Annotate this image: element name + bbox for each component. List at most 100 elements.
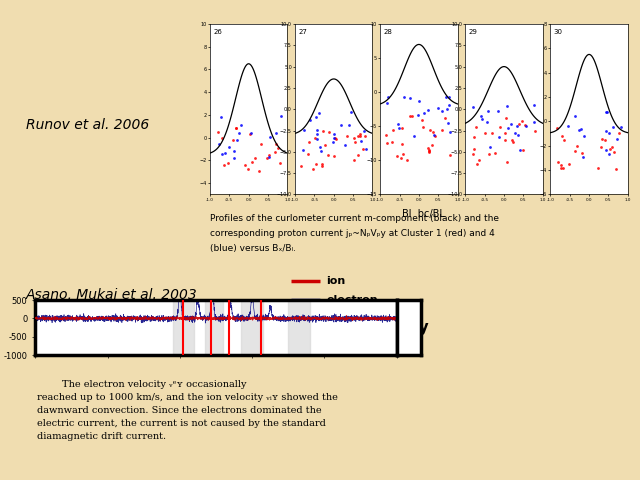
Point <box>254 167 264 175</box>
Point <box>216 150 227 158</box>
Point <box>355 137 365 145</box>
Text: Vy: Vy <box>408 320 430 335</box>
Point <box>474 156 484 164</box>
Point <box>298 146 308 154</box>
Point <box>572 142 582 150</box>
Point <box>597 135 607 143</box>
Point <box>509 129 520 136</box>
Point <box>264 154 274 161</box>
Point <box>437 107 447 115</box>
Point <box>355 130 365 138</box>
Point <box>314 144 324 151</box>
Point <box>602 108 612 116</box>
Point <box>330 134 340 142</box>
Point <box>311 160 321 168</box>
Point <box>276 113 286 120</box>
Point <box>483 118 493 125</box>
Point <box>397 140 407 148</box>
Point <box>444 128 454 136</box>
Point <box>428 128 438 136</box>
Point <box>468 145 479 153</box>
Point <box>318 127 328 135</box>
Point <box>614 129 625 137</box>
Point <box>398 150 408 157</box>
Point <box>355 132 365 140</box>
Point <box>346 108 356 116</box>
Point <box>612 135 623 143</box>
Point <box>220 149 230 156</box>
Point <box>515 146 525 154</box>
Text: Profiles of the curlometer current m-component (black) and the: Profiles of the curlometer current m-com… <box>210 214 499 223</box>
Point <box>502 124 513 132</box>
Point <box>484 143 495 151</box>
Point <box>604 130 614 137</box>
Text: 28: 28 <box>383 29 392 35</box>
Point <box>476 112 486 120</box>
Point <box>324 128 334 136</box>
Point <box>387 138 397 146</box>
Point <box>319 141 330 149</box>
Point <box>323 151 333 159</box>
Point <box>607 143 617 151</box>
Point <box>616 123 627 131</box>
Point <box>530 127 540 135</box>
Point <box>317 162 327 169</box>
Point <box>493 107 503 115</box>
Text: (blue) versus Bₓ/Bₗ.: (blue) versus Bₓ/Bₗ. <box>210 244 296 253</box>
Point <box>601 108 611 116</box>
Point <box>506 120 516 128</box>
Text: 26: 26 <box>213 29 222 35</box>
Point <box>472 160 482 168</box>
Point <box>469 133 479 141</box>
Point <box>468 104 478 111</box>
Point <box>436 126 447 133</box>
Point <box>349 134 359 142</box>
Point <box>316 147 326 155</box>
Point <box>223 143 234 151</box>
Point <box>243 165 253 173</box>
Point <box>600 128 611 135</box>
Point <box>353 151 363 158</box>
Point <box>444 101 454 109</box>
Text: Asano, Mukai et al. 2003: Asano, Mukai et al. 2003 <box>26 288 197 302</box>
Point <box>556 161 566 169</box>
Point <box>392 152 402 160</box>
Text: Runov et al. 2006: Runov et al. 2006 <box>26 118 149 132</box>
Point <box>264 151 274 158</box>
Point <box>392 120 403 128</box>
Point <box>245 130 255 138</box>
Point <box>611 166 621 173</box>
Point <box>231 124 241 132</box>
Point <box>358 145 368 153</box>
Point <box>269 148 280 156</box>
Point <box>564 161 574 168</box>
Point <box>271 141 281 148</box>
Point <box>609 148 619 156</box>
Point <box>471 123 481 131</box>
Point <box>516 117 527 125</box>
Point <box>508 139 518 146</box>
Point <box>405 112 415 120</box>
Point <box>424 126 435 134</box>
Point <box>353 132 364 140</box>
Point <box>255 141 266 148</box>
Point <box>513 131 524 138</box>
Point <box>396 155 406 162</box>
Point <box>500 130 510 137</box>
Point <box>607 123 618 131</box>
Point <box>246 158 257 166</box>
Point <box>605 145 615 153</box>
Point <box>236 121 246 129</box>
Point <box>440 115 450 122</box>
Point <box>394 124 404 132</box>
Point <box>230 125 241 132</box>
Point <box>405 94 415 101</box>
Text: 27: 27 <box>298 29 307 35</box>
Point <box>430 132 440 140</box>
Point <box>579 153 589 160</box>
Point <box>265 133 275 141</box>
Point <box>575 126 586 133</box>
Text: Bl  bc/BL: Bl bc/BL <box>403 209 445 219</box>
Point <box>219 161 229 168</box>
Point <box>559 136 569 144</box>
